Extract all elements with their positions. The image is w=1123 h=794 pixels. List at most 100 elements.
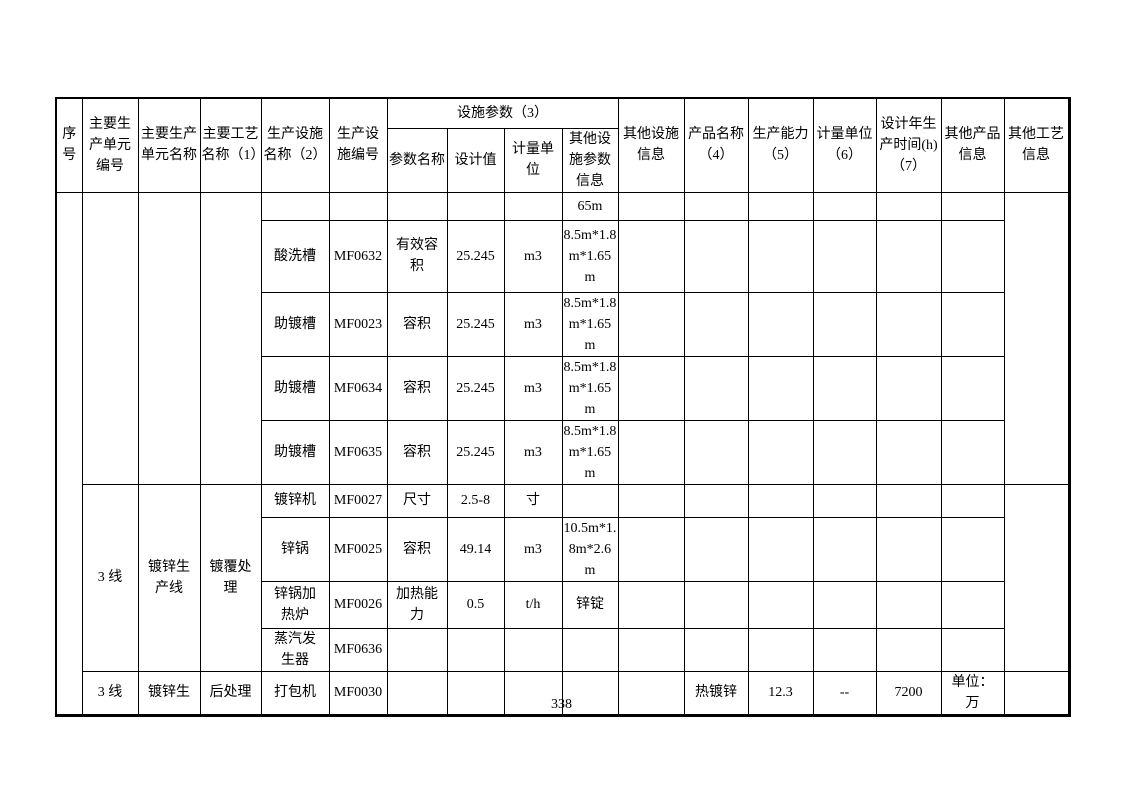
cell-r7-unit: m3 [503,516,563,582]
empty-cell [812,483,877,518]
col-header-facility-params-group: 设施参数（3） [386,97,619,129]
cell-r5-unit: m3 [503,419,563,485]
cell-r5-design-value: 25.245 [446,419,505,485]
empty-cell [446,191,505,221]
cell-r2-unit: m3 [503,219,563,293]
table-row-zinc-pot-furnace: 锌锅加热炉 MF0026 加热能力 0.5 t/h 锌锭 [56,580,1069,629]
col-header-other-process-info: 其他工艺信息 [1003,97,1070,193]
col-header-product-name: 产品名称（4） [683,97,749,193]
col-header-capacity-unit: 计量单位（6） [812,97,877,193]
empty-cell [747,483,814,518]
empty-cell [875,516,942,582]
cell-other-process-merged-empty [1003,191,1070,485]
empty-cell [747,516,814,582]
empty-cell [260,191,330,221]
empty-cell [683,516,749,582]
cell-r10-process: 后处理 [199,670,262,716]
cell-process-merged-empty [199,191,262,485]
cell-r4-param-name: 容积 [386,355,448,421]
cell-r8-unit: t/h [503,580,563,629]
cell-r5-other-param: 8.5m*1.8m*1.65m [561,419,619,485]
cell-r3-design-value: 25.245 [446,291,505,357]
empty-cell [747,291,814,357]
table-row-continuation: 65m [55,191,1070,716]
cell-r1-other-param: 65m [561,191,619,221]
empty-cell [683,191,749,221]
cell-r8-facility-code: MF0026 [328,580,388,629]
empty-cell [940,355,1005,421]
cell-r2-facility-name: 酸洗槽 [260,219,330,293]
empty-cell [875,291,942,357]
empty-cell [812,627,877,672]
empty-cell [617,191,685,221]
header-row-sub: 参数名称 设计值 计量单位 其他设施参数信息 [56,127,1069,193]
cell-r10-facility-name: 打包机 [260,670,330,716]
cell-r4-unit: m3 [503,355,563,421]
col-header-other-param-info: 其他设施参数信息 [561,127,619,193]
cell-r6-design-value: 2.5-8 [446,483,505,518]
col-header-measure-unit: 计量单位 [503,127,563,193]
cell-r8-param-name: 加热能力 [386,580,448,629]
cell-r6-facility-code: MF0027 [328,483,388,518]
cell-r4-other-param: 8.5m*1.8m*1.65m [561,355,619,421]
empty-cell [683,483,749,518]
cell-r2-facility-code: MF0632 [328,219,388,293]
empty-cell [386,627,448,672]
empty-cell [747,580,814,629]
empty-cell [812,291,877,357]
table-row-zinc-pot: 锌锅 MF0025 容积 49.14 m3 10.5m*1.8m*2.6m [56,516,1069,582]
cell-r8-other-param: 锌锭 [561,580,619,629]
cell-r10-capacity: 12.3 [747,670,814,716]
cell-other-process-merged-empty-2 [1003,483,1070,672]
col-header-facility-no: 生产设施编号 [328,97,388,193]
empty-cell [561,627,619,672]
cell-group-process: 镀覆处理 [199,483,262,672]
empty-cell [812,191,877,221]
empty-cell [875,355,942,421]
empty-cell [940,219,1005,293]
empty-cell [617,627,685,672]
table-row-flux-tank-3: 助镀槽 MF0635 容积 25.245 m3 8.5m*1.8m*1.65m [56,419,1069,485]
empty-cell [747,627,814,672]
empty-cell [747,219,814,293]
cell-r10-unit-no: 3 线 [81,670,139,716]
cell-r9-facility-code: MF0636 [328,627,388,672]
empty-cell [747,355,814,421]
empty-cell [875,419,942,485]
cell-r7-facility-name: 锌锅 [260,516,330,582]
empty-cell [812,419,877,485]
empty-cell [683,580,749,629]
empty-cell [617,355,685,421]
empty-cell [683,219,749,293]
col-header-param-name: 参数名称 [386,127,448,193]
empty-cell [812,355,877,421]
cell-r6-facility-name: 镀锌机 [260,483,330,518]
cell-r3-facility-code: MF0023 [328,291,388,357]
cell-r6-unit: 寸 [503,483,563,518]
cell-r4-design-value: 25.245 [446,355,505,421]
cell-r6-param-name: 尺寸 [386,483,448,518]
empty-cell [875,627,942,672]
empty-cell [940,580,1005,629]
cell-r8-facility-name: 锌锅加热炉 [260,580,330,629]
cell-unit-name-merged-empty [137,191,201,485]
empty-cell [747,191,814,221]
cell-r7-design-value: 49.14 [446,516,505,582]
col-header-main-process-name: 主要工艺名称（1） [199,97,262,193]
cell-r5-facility-code: MF0635 [328,419,388,485]
cell-r3-other-param: 8.5m*1.8m*1.65m [561,291,619,357]
empty-cell [683,627,749,672]
page-number: 338 [551,697,572,712]
col-header-annual-hours: 设计年生产时间(h)（7） [875,97,942,193]
table-row-pickling-tank: 酸洗槽 MF0632 有效容积 25.245 m3 8.5m*1.8m*1.65… [56,219,1069,293]
empty-cell [940,483,1005,518]
empty-cell [875,219,942,293]
cell-r10-other-product: 单位：万 [940,670,1005,716]
cell-r7-facility-code: MF0025 [328,516,388,582]
empty-cell [561,670,619,716]
cell-seq-merged [55,191,83,716]
empty-cell [617,419,685,485]
cell-r10-product-name: 热镀锌 [683,670,749,716]
cell-r4-facility-code: MF0634 [328,355,388,421]
col-header-other-facility-info: 其他设施信息 [617,97,685,193]
